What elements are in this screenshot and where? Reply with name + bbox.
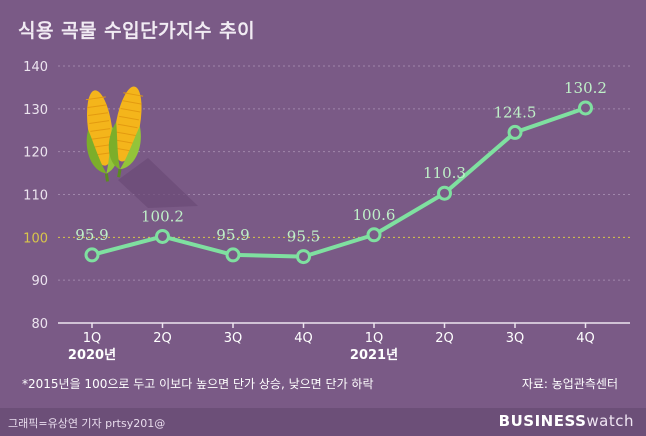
data-point [578,100,593,116]
x-tick-label: 3Q [506,331,525,346]
y-tick-label: 90 [31,274,48,289]
data-point [437,185,452,201]
series-line [90,105,588,259]
corn-stem [104,173,110,182]
x-year-label: 2021년 [350,348,398,363]
x-tick-label: 4Q [294,331,313,346]
x-year-label: 2020년 [68,348,116,363]
data-label: 100.2 [141,207,184,225]
footnote: *2015년을 100으로 두고 이보다 높으면 단가 상승, 낮으면 단가 하… [22,377,374,391]
corn-kernel-row [90,128,111,132]
brand-logo-light: watch [586,412,634,430]
footer-bar: 그래픽=유상연 기자 prtsy201@ BUSINESSwatch [0,408,646,436]
corn-icon [85,86,198,208]
corn-stem [117,169,122,178]
corn-shadow [118,158,198,208]
y-tick-label: 140 [23,60,48,75]
graphic-credit: 그래픽=유상연 기자 prtsy201@ [8,417,166,430]
brand-logo: BUSINESSwatch [499,412,634,430]
corn-kernel-row [117,123,138,129]
y-tick-label: 130 [23,103,48,118]
x-tick-label: 3Q [224,331,243,346]
corn-kernel-row [116,131,137,137]
data-point [84,247,100,263]
corn-kernel-row [123,92,144,97]
data-point [507,124,523,140]
corn-husk [86,129,107,174]
data-label: 95.9 [75,226,108,244]
y-tick-label: 100 [23,231,48,246]
corn-kernel-row [86,104,107,109]
corn-kernel-row [88,112,109,117]
data-point [366,227,382,243]
y-tick-label: 110 [23,189,48,204]
data-label: 110.3 [423,164,466,182]
source-note: 자료: 농업관측센터 [521,377,618,391]
data-label: 130.2 [564,79,607,97]
data-point [155,228,170,244]
data-label: 95.5 [287,228,320,246]
corn-kernel-row [120,107,141,113]
corn-kernel-row [119,115,139,121]
data-label: 100.6 [353,206,396,224]
chart-title: 식용 곡물 수입단가지수 추이 [18,20,256,42]
x-tick-label: 2Q [153,331,172,346]
corn-cob [108,86,144,178]
corn-kernel-row [91,136,112,140]
x-tick-label: 2Q [435,331,454,346]
corn-kernel-row [114,139,135,144]
brand-logo-bold: BUSINESS [498,412,587,430]
x-tick-label: 4Q [576,331,595,346]
corn-husk [120,126,141,170]
data-label: 124.5 [494,103,537,121]
data-point [296,249,311,265]
data-label: 95.9 [216,226,249,244]
corn-kernel-row [85,96,106,101]
corn-kernel-row [89,120,110,124]
x-tick-label: 1Q [83,331,102,346]
corn-husk [108,121,121,170]
corn-kernel-row [121,100,142,105]
x-tick-label: 1Q [365,331,384,346]
y-tick-label: 120 [23,146,48,161]
y-tick-label: 80 [31,317,48,332]
data-point [225,247,241,263]
